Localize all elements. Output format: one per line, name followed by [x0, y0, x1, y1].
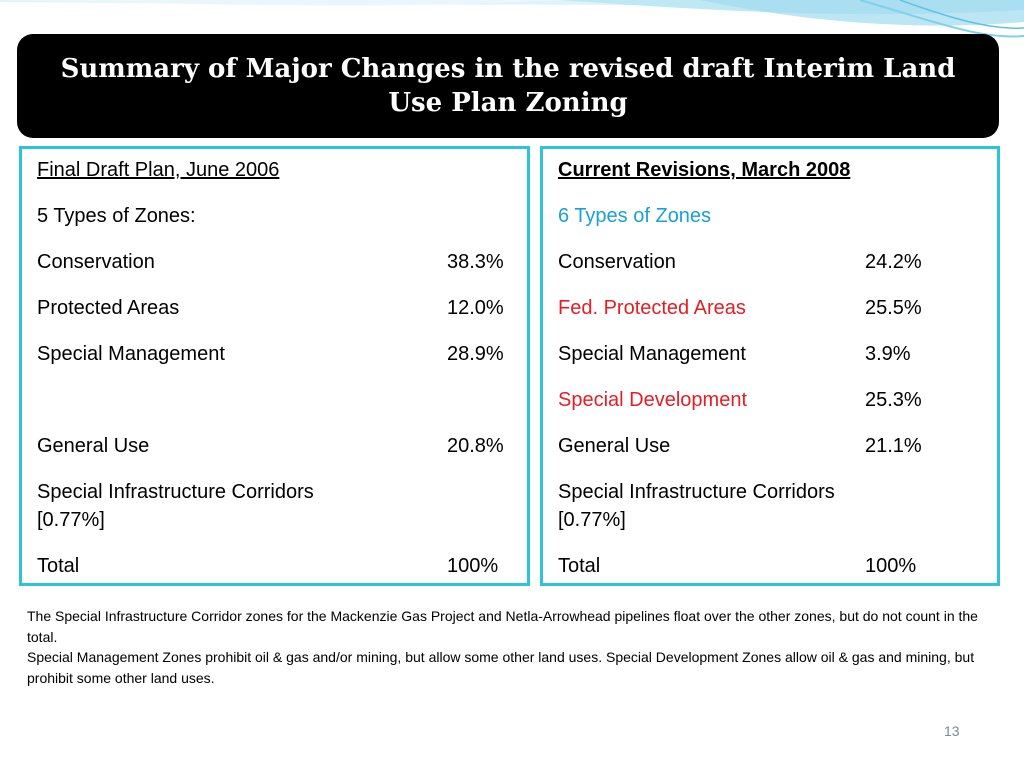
final-draft-plan-panel: Final Draft Plan, June 2006 5 Types of Z… — [19, 146, 530, 586]
header-decoration — [0, 0, 1024, 38]
right-row-value: 3.9% — [865, 343, 911, 365]
left-total-value: 100% — [447, 555, 499, 577]
right-row-label: Special Management — [558, 343, 746, 365]
right-row-value: 24.2% — [865, 251, 922, 273]
right-row-label: Fed. Protected Areas — [558, 297, 746, 319]
left-row-label: General Use — [37, 435, 150, 457]
left-row-label: Protected Areas — [37, 297, 180, 319]
left-header: Final Draft Plan, June 2006 — [37, 159, 280, 181]
current-revisions-panel: Current Revisions, March 2008 6 Types of… — [540, 146, 1000, 586]
right-row-value: 21.1% — [865, 435, 922, 457]
right-total-value: 100% — [865, 555, 917, 577]
footnote: The Special Infrastructure Corridor zone… — [27, 606, 1002, 688]
left-row-label: Special Infrastructure Corridors — [37, 481, 314, 503]
left-total-label: Total — [37, 555, 80, 577]
right-row-value: 25.5% — [865, 297, 922, 319]
left-subheader: 5 Types of Zones: — [37, 205, 196, 227]
left-row-label: Special Management — [37, 343, 225, 365]
slide-title: Summary of Major Changes in the revised … — [60, 54, 956, 118]
page-number: 13 — [944, 723, 960, 739]
slide-title-box: Summary of Major Changes in the revised … — [17, 34, 999, 138]
footnote-line-2: Special Management Zones prohibit oil & … — [27, 649, 975, 686]
left-row-value: 12.0% — [447, 297, 504, 319]
left-row-value: 20.8% — [447, 435, 504, 457]
right-subheader: 6 Types of Zones — [558, 205, 712, 227]
right-row-label: Special Development — [558, 389, 747, 411]
right-header: Current Revisions, March 2008 — [558, 159, 851, 181]
left-row-value: 38.3% — [447, 251, 504, 273]
right-row-label: General Use — [558, 435, 671, 457]
right-row-value: 25.3% — [865, 389, 922, 411]
right-row-label: [0.77%] — [558, 509, 626, 531]
left-row-label: Conservation — [37, 251, 155, 273]
right-row-label: Conservation — [558, 251, 676, 273]
right-row-label: Special Infrastructure Corridors — [558, 481, 835, 503]
footnote-line-1: The Special Infrastructure Corridor zone… — [27, 608, 978, 645]
left-row-label: [0.77%] — [37, 509, 105, 531]
left-row-value: 28.9% — [447, 343, 504, 365]
right-total-label: Total — [558, 555, 601, 577]
